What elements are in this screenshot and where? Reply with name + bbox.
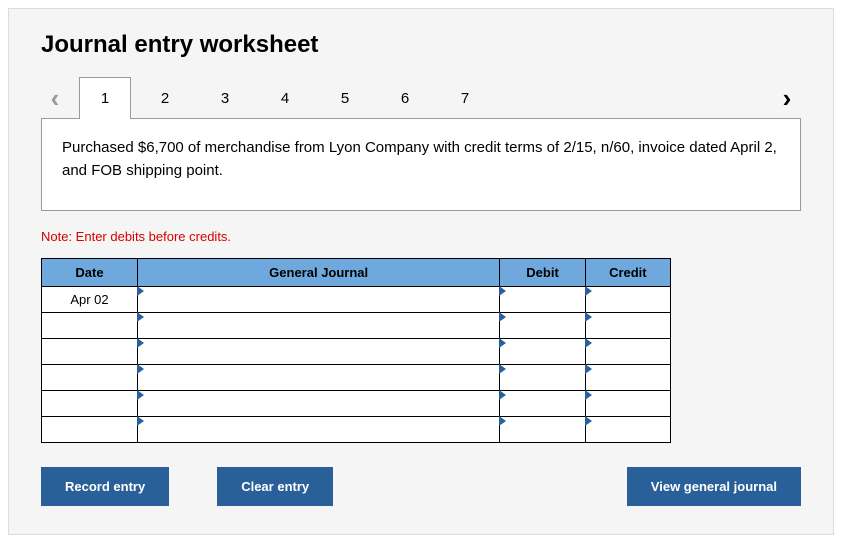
page-title: Journal entry worksheet (41, 31, 801, 59)
journal-cell[interactable] (137, 365, 499, 391)
dropdown-marker-icon (137, 364, 144, 374)
tabs-row: ‹ 1234567 › (41, 77, 801, 119)
note-label: Note: Enter debits before credits. (41, 229, 801, 244)
tab-5[interactable]: 5 (319, 77, 371, 119)
dropdown-marker-icon (499, 416, 506, 426)
date-cell[interactable] (42, 417, 138, 443)
table-row (42, 313, 671, 339)
dropdown-marker-icon (585, 338, 592, 348)
debit-cell[interactable] (500, 417, 585, 443)
debit-cell[interactable] (500, 313, 585, 339)
prev-arrow-icon[interactable]: ‹ (41, 85, 69, 111)
debit-cell[interactable] (500, 365, 585, 391)
table-row (42, 339, 671, 365)
date-cell[interactable] (42, 391, 138, 417)
date-cell[interactable]: Apr 02 (42, 287, 138, 313)
transaction-description: Purchased $6,700 of merchandise from Lyo… (41, 118, 801, 211)
dropdown-marker-icon (499, 312, 506, 322)
dropdown-marker-icon (137, 338, 144, 348)
table-row (42, 391, 671, 417)
dropdown-marker-icon (499, 364, 506, 374)
view-journal-button[interactable]: View general journal (627, 467, 801, 506)
dropdown-marker-icon (585, 312, 592, 322)
dropdown-marker-icon (585, 390, 592, 400)
tab-4[interactable]: 4 (259, 77, 311, 119)
tab-1[interactable]: 1 (79, 77, 131, 119)
journal-cell[interactable] (137, 391, 499, 417)
dropdown-marker-icon (137, 286, 144, 296)
header-debit: Debit (500, 259, 585, 287)
dropdown-marker-icon (499, 338, 506, 348)
dropdown-marker-icon (137, 390, 144, 400)
worksheet-container: Journal entry worksheet ‹ 1234567 › Purc… (8, 8, 834, 535)
credit-cell[interactable] (585, 339, 670, 365)
date-cell[interactable] (42, 365, 138, 391)
debit-cell[interactable] (500, 391, 585, 417)
tab-7[interactable]: 7 (439, 77, 491, 119)
tab-3[interactable]: 3 (199, 77, 251, 119)
credit-cell[interactable] (585, 287, 670, 313)
credit-cell[interactable] (585, 391, 670, 417)
journal-cell[interactable] (137, 339, 499, 365)
header-journal: General Journal (137, 259, 499, 287)
table-row: Apr 02 (42, 287, 671, 313)
journal-cell[interactable] (137, 417, 499, 443)
date-cell[interactable] (42, 339, 138, 365)
date-cell[interactable] (42, 313, 138, 339)
clear-entry-button[interactable]: Clear entry (217, 467, 333, 506)
tab-2[interactable]: 2 (139, 77, 191, 119)
header-date: Date (42, 259, 138, 287)
tabs-list: 1234567 (79, 77, 499, 119)
credit-cell[interactable] (585, 365, 670, 391)
dropdown-marker-icon (585, 416, 592, 426)
tab-6[interactable]: 6 (379, 77, 431, 119)
dropdown-marker-icon (137, 416, 144, 426)
next-arrow-icon[interactable]: › (773, 85, 801, 111)
journal-cell[interactable] (137, 287, 499, 313)
credit-cell[interactable] (585, 313, 670, 339)
dropdown-marker-icon (585, 364, 592, 374)
debit-cell[interactable] (500, 287, 585, 313)
dropdown-marker-icon (499, 286, 506, 296)
record-entry-button[interactable]: Record entry (41, 467, 169, 506)
dropdown-marker-icon (499, 390, 506, 400)
table-row (42, 417, 671, 443)
buttons-row: Record entry Clear entry View general jo… (41, 467, 801, 506)
dropdown-marker-icon (585, 286, 592, 296)
journal-cell[interactable] (137, 313, 499, 339)
dropdown-marker-icon (137, 312, 144, 322)
credit-cell[interactable] (585, 417, 670, 443)
table-row (42, 365, 671, 391)
debit-cell[interactable] (500, 339, 585, 365)
journal-table: Date General Journal Debit Credit Apr 02 (41, 258, 671, 443)
header-credit: Credit (585, 259, 670, 287)
